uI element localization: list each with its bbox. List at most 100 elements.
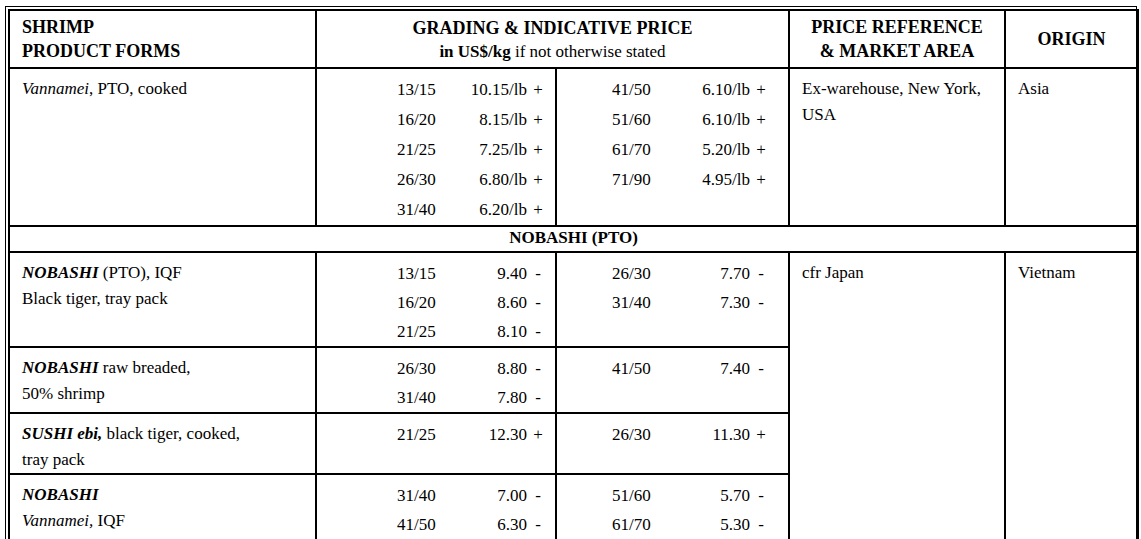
trend-sign: -: [750, 288, 772, 317]
product-desc: raw breaded,: [99, 358, 191, 377]
grade-price-line: 13/1510.15/lb+: [317, 75, 555, 105]
product-cell: NOBASHI (PTO), IQFBlack tiger, tray pack: [9, 252, 316, 347]
product-desc-line2: tray pack: [22, 450, 85, 469]
product-desc: black tiger, cooked,: [102, 424, 240, 443]
grade-price-line: 16/208.15/lb+: [317, 105, 555, 135]
grade-count: 51/60: [557, 481, 651, 510]
price-value: 5.70: [720, 481, 750, 510]
header-grading-unit: in US$/kg: [439, 42, 510, 61]
header-grading-note: if not otherwise stated: [511, 42, 666, 61]
price-value: 6.30: [497, 510, 527, 539]
price-reference-cell: cfr Japan: [789, 252, 1005, 539]
trend-sign: -: [527, 288, 549, 317]
grade-price-line: 21/2512.30+: [317, 420, 555, 449]
trend-sign: -: [527, 259, 549, 288]
grade-count: 41/50: [317, 510, 436, 539]
grade-price-line: 26/308.80-: [317, 354, 555, 383]
trend-sign: +: [750, 105, 772, 135]
grade-count: 51/60: [557, 105, 651, 135]
product-desc: IQF: [93, 511, 125, 530]
grade-count: 21/25: [317, 420, 436, 449]
origin-cell: Asia: [1005, 68, 1138, 226]
header-product-line2: PRODUCT FORMS: [22, 39, 315, 63]
grade-price-line: 71/904.95/lb+: [557, 165, 788, 195]
grading-cell-left: 21/2512.30+: [316, 413, 556, 474]
grade-price-line: 41/507.40-: [557, 354, 788, 383]
header-ref-line1: PRICE REFERENCE: [790, 15, 1004, 39]
grade-count: 16/20: [317, 105, 436, 135]
grade-price-line: 26/30 7.70-: [557, 259, 788, 288]
grade-count: 26/30: [317, 354, 436, 383]
product-name: NOBASHI: [22, 485, 99, 504]
grade-count: 26/30: [557, 259, 651, 288]
trend-sign: -: [750, 259, 772, 288]
product-cell: NOBASHI raw breaded,50% shrimp: [9, 347, 316, 413]
grade-price-line: 61/705.20/lb+: [557, 135, 788, 165]
grade-price-line: 61/70 5.30-: [557, 510, 788, 539]
row-vannamei-pto-cooked: Vannamei, PTO, cooked 13/1510.15/lb+16/2…: [9, 68, 1138, 226]
price-value: 8.60: [497, 288, 527, 317]
grading-cell-right: 26/30 7.70-31/407.30-: [556, 252, 789, 347]
grade-price-line: 51/60 6.10/lb+: [557, 105, 788, 135]
price-value: 5.20/lb: [702, 135, 750, 165]
trend-sign: +: [527, 135, 549, 165]
grade-price-line: 51/605.70-: [557, 481, 788, 510]
grade-count: 31/40: [317, 195, 436, 225]
grade-price-line: 31/407.30-: [557, 288, 788, 317]
product-cell: Vannamei, PTO, cooked: [9, 68, 316, 226]
grade-count: 26/30: [317, 165, 436, 195]
price-value: 6.10/lb: [702, 105, 750, 135]
shrimp-price-table: SHRIMP PRODUCT FORMS GRADING & INDICATIV…: [8, 9, 1139, 539]
grading-cell-right: 26/3011.30+: [556, 413, 789, 474]
header-price-reference: PRICE REFERENCE & MARKET AREA: [789, 10, 1005, 68]
header-origin-label: ORIGIN: [1006, 27, 1137, 51]
price-value: 9.40: [497, 259, 527, 288]
product-species: Vannamei: [22, 79, 89, 98]
grade-count: 41/50: [557, 354, 651, 383]
header-origin: ORIGIN: [1005, 10, 1138, 68]
price-value: 12.30: [489, 420, 527, 449]
price-value: 7.30: [720, 288, 750, 317]
grade-price-line: 31/407.00-: [317, 481, 555, 510]
grade-count: 16/20: [317, 288, 436, 317]
trend-sign: -: [527, 317, 549, 346]
price-value: 6.20/lb: [479, 195, 527, 225]
grading-cell-right: 41/506.10/lb+51/60 6.10/lb+61/705.20/lb+7…: [556, 68, 789, 226]
product-cell: SUSHI ebi, black tiger, cooked,tray pack: [9, 413, 316, 474]
section-band-row: NOBASHI (PTO): [9, 226, 1138, 252]
trend-sign: +: [527, 105, 549, 135]
grade-count: 61/70: [557, 510, 651, 539]
grading-cell-left: 13/159.40-16/208.60-21/258.10-: [316, 252, 556, 347]
trend-sign: -: [750, 510, 772, 539]
grading-cell-left: 31/407.00-41/50 6.30-: [316, 474, 556, 539]
grade-price-line: 31/407.80-: [317, 383, 555, 412]
grade-count: 21/25: [317, 135, 436, 165]
header-product-line1: SHRIMP: [22, 15, 315, 39]
price-value: 5.30: [720, 510, 750, 539]
grade-price-line: 41/506.30-: [317, 510, 555, 539]
header-ref-line2: & MARKET AREA: [790, 39, 1004, 63]
price-value: 7.70: [720, 259, 750, 288]
grade-count: 21/25: [317, 317, 436, 346]
grade-count: 31/40: [317, 481, 436, 510]
trend-sign: -: [527, 481, 549, 510]
grade-count: 41/50: [557, 75, 651, 105]
grade-count: 26/30: [557, 420, 651, 449]
grade-count: 71/90: [557, 165, 651, 195]
grade-price-line: 41/506.10/lb+: [557, 75, 788, 105]
product-cell: NOBASHIVannamei, IQF: [9, 474, 316, 539]
grade-price-line: 26/3011.30+: [557, 420, 788, 449]
grade-price-line: 21/258.10-: [317, 317, 555, 346]
product-desc-line2: 50% shrimp: [22, 384, 105, 403]
grading-cell-left: 26/308.80-31/407.80-: [316, 347, 556, 413]
trend-sign: +: [527, 165, 549, 195]
header-grading-line1: GRADING & INDICATIVE PRICE: [317, 16, 788, 40]
trend-sign: +: [527, 75, 549, 105]
price-value: 7.25/lb: [479, 135, 527, 165]
grade-price-line: 31/406.20/lb+: [317, 195, 555, 225]
grade-price-line: 21/25 7.25/lb+: [317, 135, 555, 165]
trend-sign: +: [750, 135, 772, 165]
product-desc: , PTO, cooked: [89, 79, 187, 98]
price-value: 7.80: [497, 383, 527, 412]
product-desc-line2: Black tiger, tray pack: [22, 289, 168, 308]
